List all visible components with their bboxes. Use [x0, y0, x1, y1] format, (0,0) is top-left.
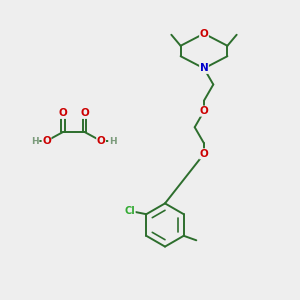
- Text: N: N: [200, 63, 208, 74]
- Text: H: H: [31, 136, 39, 146]
- Text: H: H: [109, 136, 116, 146]
- Text: Cl: Cl: [124, 206, 135, 216]
- Text: O: O: [200, 106, 208, 116]
- Text: O: O: [200, 28, 208, 39]
- Text: O: O: [80, 108, 89, 118]
- Text: O: O: [200, 149, 208, 159]
- Text: O: O: [42, 136, 51, 146]
- Text: O: O: [97, 136, 106, 146]
- Text: O: O: [58, 108, 68, 118]
